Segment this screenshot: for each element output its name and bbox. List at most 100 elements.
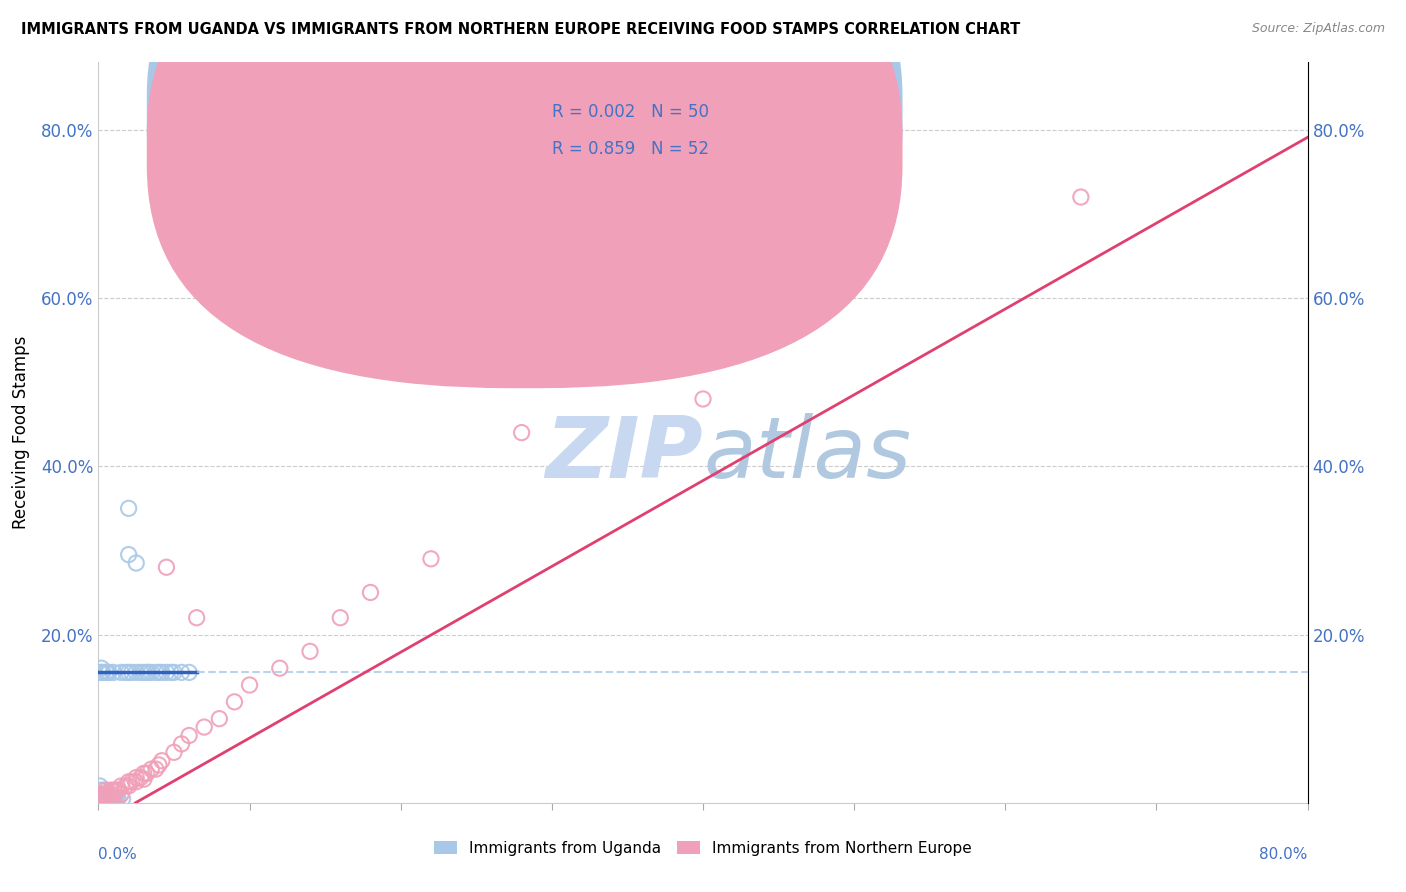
- Point: [89, 788, 111, 802]
- Point: [179, 729, 201, 743]
- Point: [104, 791, 127, 805]
- Point: [94, 665, 117, 680]
- Point: [132, 772, 155, 787]
- Point: [96, 665, 118, 680]
- Point: [125, 665, 148, 680]
- Point: [125, 774, 148, 789]
- Point: [114, 779, 136, 793]
- Point: [94, 783, 117, 797]
- Point: [114, 665, 136, 680]
- Text: R = 0.002   N = 50: R = 0.002 N = 50: [551, 103, 709, 121]
- Text: 0.0%: 0.0%: [98, 847, 138, 863]
- Point: [239, 678, 262, 692]
- Point: [98, 788, 121, 802]
- Point: [160, 665, 183, 680]
- Legend: Immigrants from Uganda, Immigrants from Northern Europe: Immigrants from Uganda, Immigrants from …: [429, 835, 977, 862]
- Point: [420, 551, 443, 566]
- Point: [155, 665, 177, 680]
- Point: [89, 791, 111, 805]
- Point: [129, 665, 152, 680]
- Point: [170, 665, 193, 680]
- Point: [150, 665, 173, 680]
- Point: [110, 788, 132, 802]
- Point: [186, 610, 208, 624]
- Text: ZIP: ZIP: [546, 413, 703, 496]
- Point: [91, 783, 114, 797]
- FancyBboxPatch shape: [146, 0, 903, 388]
- Point: [103, 783, 125, 797]
- Point: [121, 665, 143, 680]
- Point: [135, 665, 157, 680]
- Point: [111, 791, 134, 805]
- Point: [107, 783, 129, 797]
- Point: [170, 737, 193, 751]
- Point: [94, 788, 117, 802]
- Point: [98, 665, 121, 680]
- Point: [101, 788, 124, 802]
- Point: [89, 791, 111, 805]
- Point: [692, 392, 714, 406]
- Point: [132, 766, 155, 780]
- Point: [90, 661, 112, 675]
- Point: [118, 774, 141, 789]
- Point: [125, 556, 148, 570]
- Point: [91, 788, 114, 802]
- Point: [510, 425, 533, 440]
- Point: [100, 791, 122, 805]
- Point: [148, 665, 170, 680]
- Point: [93, 788, 115, 802]
- Point: [193, 720, 215, 734]
- Point: [118, 548, 141, 562]
- Point: [155, 560, 177, 574]
- Point: [89, 665, 111, 680]
- Point: [110, 779, 132, 793]
- Point: [141, 762, 163, 776]
- Text: Source: ZipAtlas.com: Source: ZipAtlas.com: [1251, 22, 1385, 36]
- Point: [89, 783, 111, 797]
- Point: [94, 791, 117, 805]
- Point: [118, 501, 141, 516]
- Point: [110, 665, 132, 680]
- Point: [136, 665, 159, 680]
- Point: [163, 745, 186, 759]
- Text: atlas: atlas: [703, 413, 911, 496]
- Point: [96, 788, 118, 802]
- Point: [150, 754, 173, 768]
- Point: [103, 665, 125, 680]
- Point: [100, 783, 122, 797]
- Point: [329, 610, 352, 624]
- Point: [90, 791, 112, 805]
- Point: [90, 665, 112, 680]
- Point: [94, 791, 117, 805]
- Text: R = 0.859   N = 52: R = 0.859 N = 52: [551, 140, 709, 158]
- Point: [148, 758, 170, 772]
- Point: [93, 788, 115, 802]
- Point: [208, 712, 231, 726]
- Point: [91, 791, 114, 805]
- Point: [224, 695, 246, 709]
- Point: [135, 766, 157, 780]
- Point: [89, 788, 111, 802]
- Point: [1070, 190, 1092, 204]
- FancyBboxPatch shape: [485, 81, 848, 185]
- Point: [90, 791, 112, 805]
- Text: 80.0%: 80.0%: [1260, 847, 1308, 863]
- Point: [105, 783, 128, 797]
- Text: IMMIGRANTS FROM UGANDA VS IMMIGRANTS FROM NORTHERN EUROPE RECEIVING FOOD STAMPS : IMMIGRANTS FROM UGANDA VS IMMIGRANTS FRO…: [21, 22, 1021, 37]
- Point: [100, 791, 122, 805]
- Point: [90, 788, 112, 802]
- Point: [163, 665, 186, 680]
- Y-axis label: Receiving Food Stamps: Receiving Food Stamps: [11, 336, 30, 529]
- Point: [129, 771, 152, 785]
- Point: [93, 791, 115, 805]
- Point: [90, 788, 112, 802]
- Point: [89, 779, 111, 793]
- Point: [360, 585, 382, 599]
- Point: [101, 791, 124, 805]
- Point: [269, 661, 291, 675]
- Point: [93, 791, 115, 805]
- Point: [141, 665, 163, 680]
- Point: [118, 779, 141, 793]
- Point: [91, 791, 114, 805]
- Point: [145, 665, 167, 680]
